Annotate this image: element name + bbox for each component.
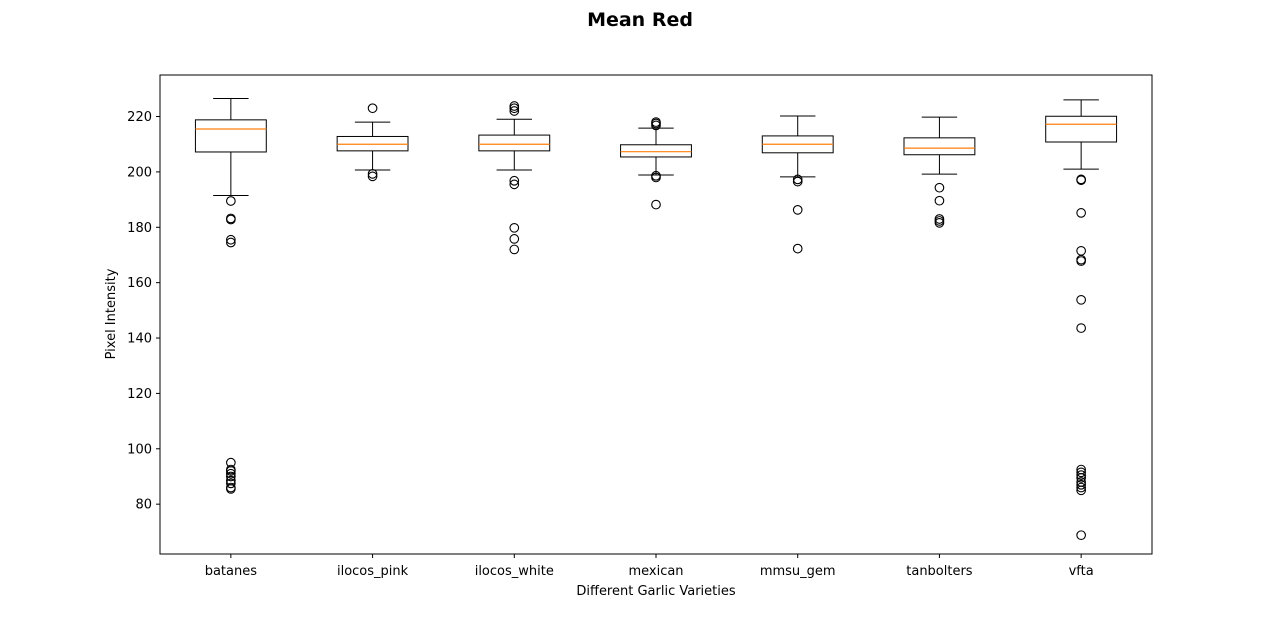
outlier-point [509, 106, 520, 116]
x-tick-label: vfta [1069, 564, 1094, 579]
outlier-point [1076, 485, 1086, 496]
outlier-point [226, 478, 236, 489]
outlier-point [509, 244, 520, 255]
x-tick-label: tanbolters [906, 564, 973, 579]
outlier-point [792, 204, 803, 215]
outlier-point [934, 218, 945, 228]
x-tick-label: ilocos_pink [337, 564, 409, 579]
outlier-point [1076, 530, 1086, 541]
outlier-point [226, 471, 236, 482]
outlier-point [226, 196, 236, 206]
outlier-point [1076, 482, 1086, 493]
outlier-point [226, 234, 236, 245]
outlier-point [367, 168, 378, 179]
outlier-point [934, 182, 945, 193]
y-tick-label: 160 [127, 276, 152, 291]
outlier-point [1076, 245, 1086, 256]
outlier-point [367, 171, 378, 182]
outlier-point [651, 120, 661, 131]
y-tick-label: 140 [127, 332, 152, 347]
box [478, 134, 551, 152]
outlier-point [1076, 467, 1086, 478]
outlier-point [934, 195, 945, 206]
y-tick-label: 200 [127, 165, 152, 180]
outlier-point [1076, 256, 1086, 266]
outlier-point [1076, 479, 1086, 490]
x-axis-label: Different Garlic Varieties [576, 584, 736, 599]
outlier-point [1076, 294, 1086, 305]
outlier-point [792, 243, 803, 254]
y-tick-label: 220 [127, 110, 152, 125]
outlier-point [792, 176, 803, 187]
box [1045, 115, 1118, 143]
box [620, 144, 692, 158]
box [194, 119, 267, 153]
y-tick-label: 120 [127, 387, 152, 402]
x-tick-label: ilocos_white [475, 564, 554, 579]
outlier-point [226, 237, 236, 248]
x-tick-label: batanes [205, 564, 258, 579]
outlier-point [509, 175, 520, 186]
outlier-point [509, 103, 520, 114]
outlier-point [1076, 208, 1086, 218]
y-axis-label: Pixel Intensity [104, 268, 119, 359]
y-tick-label: 100 [127, 442, 152, 457]
outlier-point [1076, 473, 1086, 483]
outlier-point [226, 466, 236, 476]
outlier-point [1076, 175, 1086, 186]
outlier-point [226, 214, 236, 225]
plot-area: 80 100 120 140 160 180 200 220 batanes ilocos_pin… [127, 98, 1118, 579]
outlier-point [1076, 323, 1086, 333]
outlier-point [509, 101, 520, 111]
outlier-point [509, 179, 520, 190]
y-tick-label: 80 [135, 498, 152, 513]
x-tick-label: mmsu_gem [760, 564, 836, 579]
plot-frame [159, 74, 1153, 555]
chart-title: Mean Red [587, 9, 693, 31]
outlier-point [934, 216, 945, 226]
outlier-point [651, 199, 661, 210]
outlier-point [367, 103, 378, 114]
outlier-point [1076, 470, 1086, 480]
outlier-point [226, 468, 236, 479]
box [903, 137, 976, 156]
outlier-point [509, 222, 520, 233]
x-tick-label: mexican [628, 564, 683, 579]
outlier-point [226, 484, 236, 494]
outlier-point [651, 172, 661, 183]
y-tick-label: 180 [127, 221, 152, 236]
outlier-point [509, 234, 520, 244]
